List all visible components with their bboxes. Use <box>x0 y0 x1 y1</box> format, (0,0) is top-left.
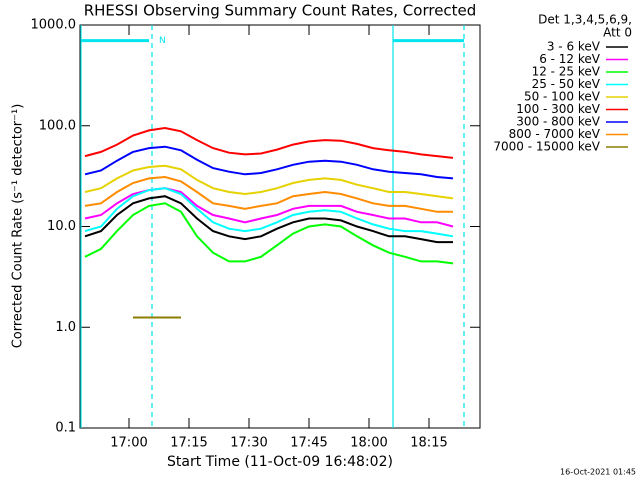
y-tick-label: 1000.0 <box>31 18 77 33</box>
series-line <box>84 175 453 213</box>
x-axis-label: Start Time (11-Oct-09 16:48:02) <box>167 454 393 470</box>
legend-title: Att 0 <box>603 26 632 40</box>
series-line <box>84 145 454 180</box>
legend-label: 6 - 12 keV <box>539 52 601 66</box>
footer: 16-Oct-2021 01:45 <box>560 468 636 477</box>
series-line <box>84 202 454 265</box>
series-line <box>84 126 454 159</box>
legend-label: 12 - 25 keV <box>532 65 601 79</box>
series-line <box>84 195 453 244</box>
legend-label: 300 - 800 keV <box>516 115 600 129</box>
legend-label: 50 - 100 keV <box>524 90 601 104</box>
x-tick-label: 17:45 <box>290 436 327 451</box>
y-tick-label: 0.1 <box>55 421 76 436</box>
flag-label: N <box>159 36 166 46</box>
series-line <box>84 164 454 200</box>
y-tick-label: 10.0 <box>47 219 76 234</box>
series-line <box>84 187 454 238</box>
x-tick-label: 17:30 <box>230 436 267 451</box>
legend-title: Det 1,3,4,5,6,9, <box>538 13 632 27</box>
y-tick-label: 100.0 <box>39 118 76 133</box>
x-tick-label: 17:00 <box>110 436 147 451</box>
y-tick-label: 1.0 <box>55 320 76 335</box>
y-axis-label: Corrected Count Rate (s⁻¹ detector⁻¹) <box>11 104 26 349</box>
legend-label: 100 - 300 keV <box>516 102 600 116</box>
legend-label: 25 - 50 keV <box>532 77 601 91</box>
legend-label: 800 - 7000 keV <box>509 127 601 141</box>
legend-label: 7000 - 15000 keV <box>493 140 600 154</box>
legend-label: 3 - 6 keV <box>547 40 601 54</box>
chart-title: RHESSI Observing Summary Count Rates, Co… <box>84 2 477 20</box>
x-tick-label: 17:15 <box>170 436 207 451</box>
x-tick-label: 18:15 <box>410 436 447 451</box>
x-tick-label: 18:00 <box>350 436 387 451</box>
